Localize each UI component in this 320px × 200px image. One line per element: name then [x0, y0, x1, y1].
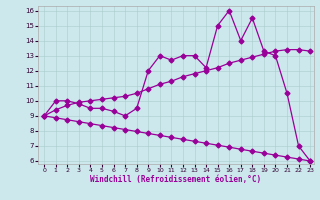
- X-axis label: Windchill (Refroidissement éolien,°C): Windchill (Refroidissement éolien,°C): [91, 175, 261, 184]
